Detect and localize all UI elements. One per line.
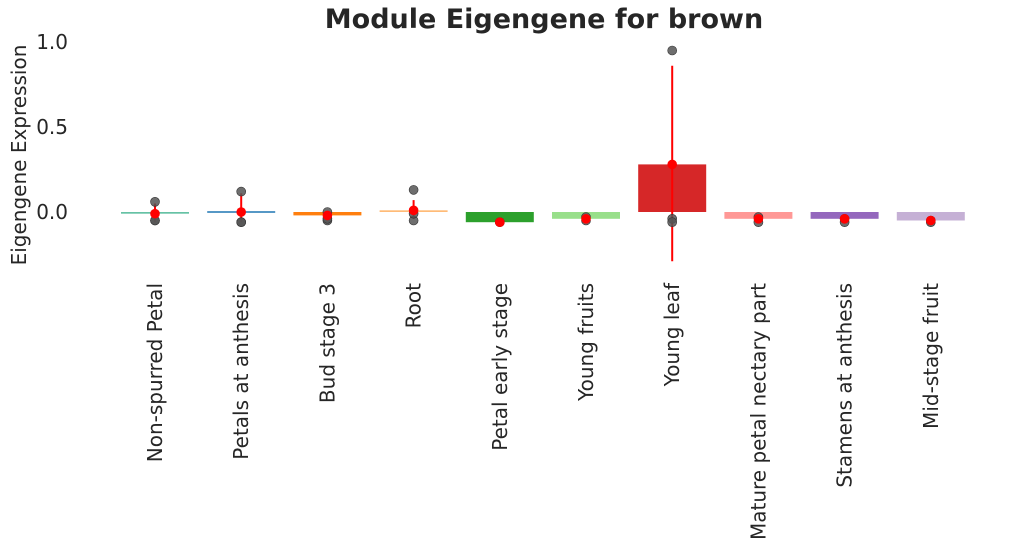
mean-point <box>667 159 677 170</box>
chart-title: Module Eigengene for brown <box>324 4 764 35</box>
mean-point <box>150 208 160 219</box>
x-tick-label: Mid-stage fruit <box>919 283 943 429</box>
mean-point <box>408 205 419 216</box>
x-axis-ticks: Non-spurred Petal Petals at anthesis Bud s… <box>143 282 943 540</box>
x-tick-label: Petal early stage <box>488 283 512 451</box>
replicate-point <box>150 197 160 207</box>
error-bars-layer <box>154 65 932 262</box>
replicate-point <box>667 45 678 56</box>
mean-point <box>839 214 850 224</box>
replicate-point <box>236 217 246 227</box>
x-tick-label: Mature petal nectary part <box>746 283 770 540</box>
mean-point <box>322 210 333 221</box>
mean-points-layer <box>150 159 936 227</box>
mean-point <box>495 217 505 227</box>
x-tick-label: Root <box>402 283 426 328</box>
y-tick-label: 0.0 <box>36 200 68 224</box>
x-tick-label: Young fruits <box>574 283 598 402</box>
y-axis-label: Eigengene Expression <box>7 45 31 266</box>
mean-point <box>753 214 764 224</box>
replicate-point <box>236 186 246 197</box>
mean-point <box>926 215 936 226</box>
x-tick-label: Non-spurred Petal <box>143 283 167 462</box>
x-tick-label: Stamens at anthesis <box>833 283 857 488</box>
y-tick-label: 0.5 <box>36 115 68 139</box>
replicate-points-layer <box>150 45 936 227</box>
mean-point <box>236 207 246 217</box>
replicate-point <box>408 185 419 195</box>
y-axis-ticks: 0.0 0.5 1.0 <box>36 30 68 224</box>
y-tick-label: 1.0 <box>36 30 68 54</box>
replicate-point <box>667 217 678 227</box>
mean-point <box>581 214 591 224</box>
x-tick-label: Bud stage 3 <box>315 283 339 403</box>
x-tick-label: Petals at anthesis <box>229 283 253 460</box>
x-tick-label: Young leaf <box>660 282 684 387</box>
bars-layer <box>121 164 965 223</box>
bar <box>465 212 534 223</box>
